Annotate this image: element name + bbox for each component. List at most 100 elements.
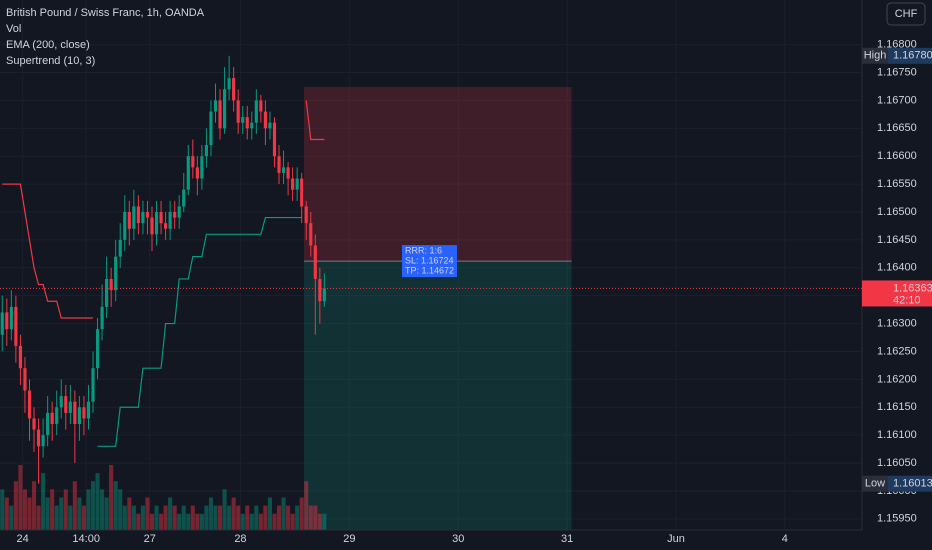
y-tick-label: 1.16500	[877, 206, 917, 218]
candle-body	[277, 156, 281, 173]
volume-bar	[9, 505, 14, 530]
volume-bar	[18, 465, 23, 530]
y-tick-label: 1.16550	[877, 178, 917, 190]
chart-title: British Pound / Swiss Franc, 1h, OANDA	[6, 7, 205, 19]
volume-bar	[172, 505, 177, 530]
countdown-label: 42:10	[893, 294, 921, 306]
volume-bar	[27, 497, 32, 530]
supertrend-line	[305, 100, 325, 141]
low-value-badge	[888, 475, 932, 492]
y-tick-label: 1.16150	[877, 401, 917, 413]
x-tick-label: 29	[343, 533, 355, 545]
candle-body	[141, 212, 145, 224]
candle-body	[0, 312, 4, 335]
volume-bar	[267, 497, 272, 530]
volume-bar	[236, 505, 241, 530]
volume-bar	[295, 505, 300, 530]
y-tick-label: 1.16450	[877, 234, 917, 246]
volume-bar	[286, 505, 291, 530]
plot	[0, 55, 572, 530]
volume-bar	[276, 505, 282, 530]
volume-bar	[72, 481, 77, 530]
volume-bar	[204, 505, 209, 530]
x-tick-label: Jun	[667, 533, 685, 545]
volume-bar	[159, 513, 164, 530]
candle-body	[291, 178, 295, 190]
y-tick-label: 1.16750	[877, 66, 917, 78]
candle-body	[55, 407, 59, 424]
volume-bar	[254, 505, 259, 530]
candle-body	[64, 396, 68, 413]
volume-bar	[168, 497, 173, 530]
candle-body	[91, 368, 95, 402]
candle-body	[263, 111, 267, 129]
candle-body	[168, 212, 172, 229]
candle-body	[5, 312, 9, 330]
candle-body	[136, 206, 140, 224]
volume-bar	[249, 513, 254, 530]
candle-body	[191, 156, 195, 168]
volume-bar	[59, 497, 64, 530]
candle-body	[127, 212, 131, 229]
volume-bar	[213, 505, 218, 530]
candle-body	[268, 122, 272, 129]
x-tick-label: 27	[144, 533, 156, 545]
candle-body	[209, 111, 213, 146]
volume-bar	[104, 497, 109, 530]
volume-bar	[208, 497, 214, 530]
volume-bar	[227, 505, 232, 530]
candle-body	[236, 100, 240, 123]
y-tick-label: 1.16800	[877, 39, 917, 51]
candle-body	[309, 223, 313, 246]
volume-bar	[0, 489, 5, 530]
supertrend-line	[97, 216, 302, 447]
currency-label[interactable]: CHF	[895, 8, 918, 20]
candle-body	[218, 100, 222, 129]
candle-body	[114, 256, 118, 291]
candle-body	[100, 306, 104, 330]
candle-body	[150, 217, 154, 235]
candle-body	[73, 401, 77, 424]
volume-bar	[222, 489, 227, 530]
y-tick-label: 1.16700	[877, 94, 917, 106]
low-value: 1.16013	[893, 478, 932, 490]
volume-bar	[190, 505, 195, 530]
candle-body	[95, 329, 100, 369]
volume-bar	[177, 513, 182, 530]
volume-bar	[4, 497, 9, 530]
candle-body	[241, 117, 245, 123]
volume-bar	[245, 505, 250, 530]
indicator: EMA (200, close)	[6, 39, 90, 51]
position-label: RRR: 1:6	[405, 245, 442, 255]
volume-bar	[313, 505, 318, 530]
candle-body	[186, 156, 190, 190]
stop-zone	[303, 87, 572, 262]
candle-body	[286, 167, 290, 179]
currency-button[interactable]	[886, 2, 926, 26]
candle-body	[177, 206, 181, 218]
low-name-badge	[862, 475, 888, 492]
candle-body	[86, 401, 91, 419]
axis: 1.159501.160001.160501.161001.161501.162…	[17, 39, 917, 545]
last-price-label: 1.16363	[893, 282, 932, 294]
volume-bar	[41, 473, 46, 530]
volume-bar	[86, 489, 91, 530]
y-tick-label: 1.16250	[877, 345, 917, 357]
candle-body	[41, 435, 45, 447]
high-name: High	[864, 50, 887, 62]
candle-body	[259, 100, 263, 112]
candle-body	[304, 206, 308, 224]
volume-bar	[163, 505, 168, 530]
candle-body	[222, 89, 227, 129]
volume-bar	[13, 481, 18, 530]
volume-bar	[154, 505, 159, 530]
candle-body	[313, 245, 317, 279]
candle-body	[82, 407, 86, 419]
volume-bar	[131, 505, 136, 530]
candle-body	[77, 407, 81, 424]
low-name: Low	[865, 478, 885, 490]
high-value-badge	[888, 47, 932, 64]
candle-body	[322, 288, 326, 302]
volume-bar	[136, 513, 141, 530]
